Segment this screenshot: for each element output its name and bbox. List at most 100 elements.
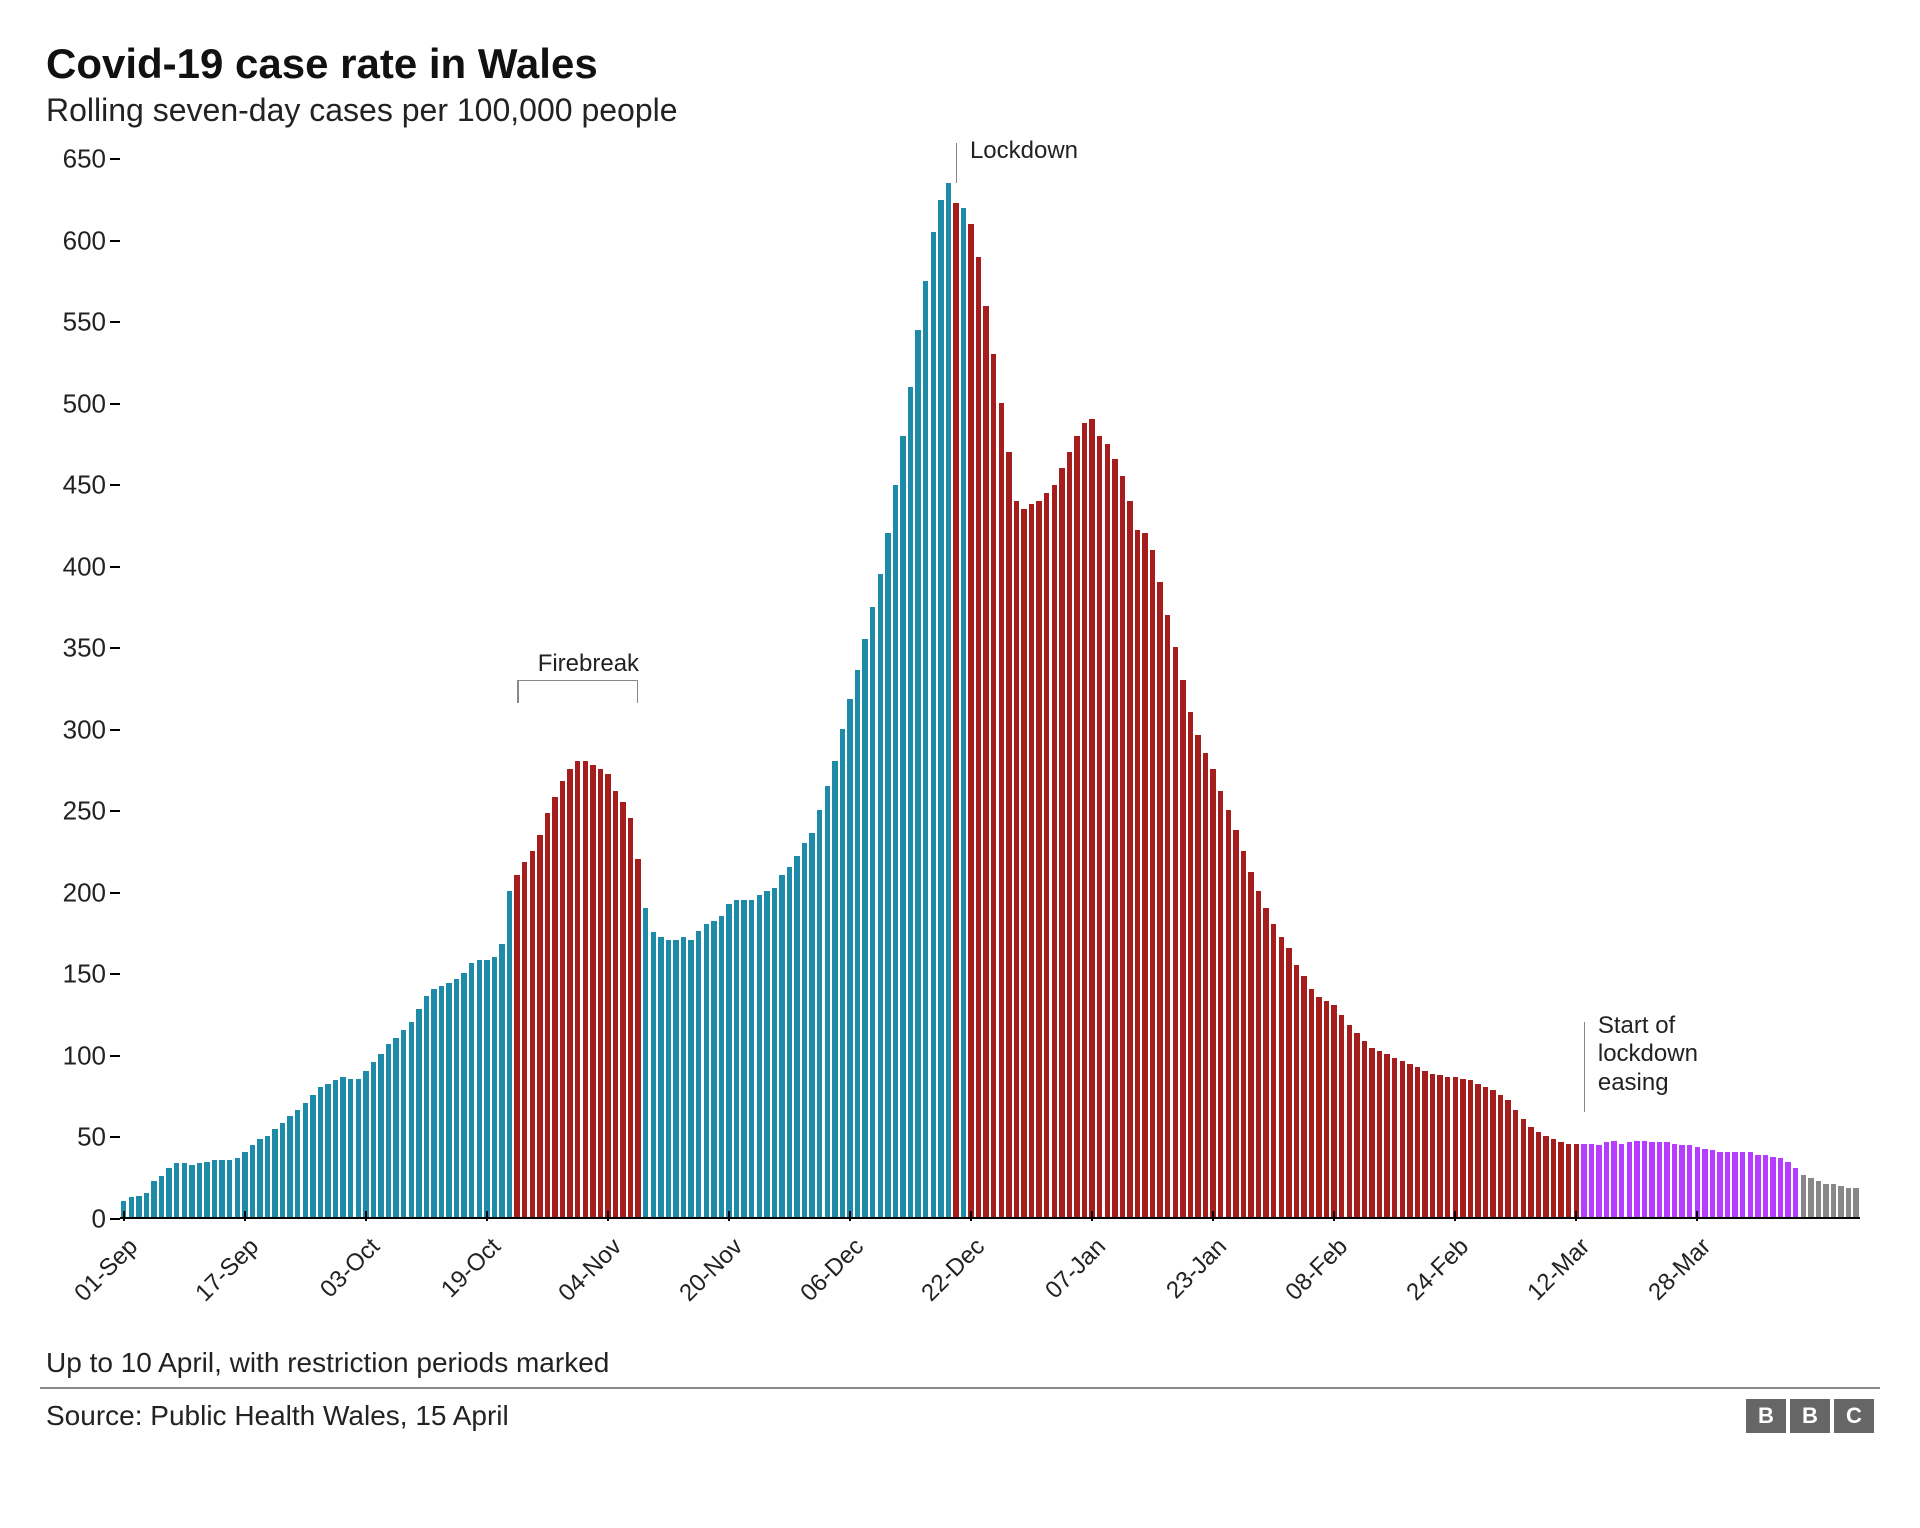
bar (651, 932, 656, 1217)
bar (1226, 810, 1231, 1217)
y-tick-mark (110, 321, 120, 323)
bar (1006, 452, 1011, 1217)
bar (1384, 1054, 1389, 1217)
bar (280, 1123, 285, 1217)
x-tick-mark (1696, 1211, 1698, 1221)
bar (1725, 1152, 1730, 1217)
y-tick-label: 400 (63, 551, 106, 582)
bar (688, 940, 693, 1217)
bar (242, 1152, 247, 1217)
y-tick-mark (110, 1136, 120, 1138)
bar (1808, 1178, 1813, 1217)
bar (416, 1009, 421, 1217)
bar (545, 813, 550, 1217)
lockdown-line (956, 143, 958, 183)
bar (673, 940, 678, 1217)
bar (530, 851, 535, 1217)
bar (635, 859, 640, 1217)
x-tick-label: 12-Mar (1523, 1233, 1597, 1307)
y-tick-label: 250 (63, 796, 106, 827)
bar (1294, 965, 1299, 1217)
bar (514, 875, 519, 1217)
bar (809, 833, 814, 1217)
bar (832, 761, 837, 1217)
bar (1521, 1119, 1526, 1217)
bar (129, 1197, 134, 1217)
bar (431, 989, 436, 1217)
bar (469, 963, 474, 1217)
bar (915, 330, 920, 1217)
bar (1301, 976, 1306, 1217)
bar (1657, 1142, 1662, 1217)
bar (1513, 1110, 1518, 1217)
bar (1611, 1141, 1616, 1218)
bar (711, 921, 716, 1217)
bar (1241, 851, 1246, 1217)
bar (1173, 647, 1178, 1217)
bar (1566, 1144, 1571, 1217)
y-tick-mark (110, 973, 120, 975)
bbc-logo: BBC (1746, 1399, 1874, 1433)
bar (628, 818, 633, 1217)
bar (1763, 1155, 1768, 1217)
bar (1430, 1074, 1435, 1217)
bar (1097, 436, 1102, 1217)
bar (1279, 937, 1284, 1217)
bar (999, 403, 1004, 1217)
bar (1400, 1061, 1405, 1217)
lockdown-easing-line (1584, 1022, 1586, 1112)
bar (1014, 501, 1019, 1217)
bar (492, 957, 497, 1217)
x-tick-mark (970, 1211, 972, 1221)
bar (825, 786, 830, 1217)
bar (900, 436, 905, 1217)
bar (1672, 1144, 1677, 1217)
bar (333, 1080, 338, 1217)
x-tick-label: 08-Feb (1280, 1233, 1354, 1307)
bar (1127, 501, 1132, 1217)
bar (1853, 1188, 1858, 1217)
bar (1793, 1168, 1798, 1217)
x-tick-mark (1212, 1211, 1214, 1221)
bar (182, 1163, 187, 1217)
bar (1445, 1077, 1450, 1217)
chart-container: Covid-19 case rate in Wales Rolling seve… (0, 0, 1920, 1528)
bar (484, 960, 489, 1217)
x-tick-mark (123, 1211, 125, 1221)
bar (151, 1181, 156, 1217)
bar (726, 904, 731, 1217)
bar (1135, 530, 1140, 1217)
bar (454, 979, 459, 1217)
bar (741, 900, 746, 1217)
bar (1218, 791, 1223, 1217)
bar (1203, 753, 1208, 1217)
bar (643, 908, 648, 1217)
bar (946, 183, 951, 1217)
bar (1059, 468, 1064, 1217)
bar (1536, 1132, 1541, 1217)
bbc-logo-letter: C (1834, 1399, 1874, 1433)
bar (446, 983, 451, 1217)
x-tick-label: 03-Oct (315, 1233, 386, 1304)
y-tick-label: 550 (63, 307, 106, 338)
bar (295, 1110, 300, 1217)
bar (583, 761, 588, 1217)
bar (1362, 1041, 1367, 1217)
bar (1732, 1152, 1737, 1217)
bar (1778, 1158, 1783, 1217)
lockdown-label: Lockdown (970, 137, 1078, 166)
bar (1074, 436, 1079, 1217)
y-tick-label: 450 (63, 470, 106, 501)
x-tick-label: 19-Oct (436, 1233, 507, 1304)
bar (499, 944, 504, 1217)
bar (1105, 444, 1110, 1217)
y-tick-mark (110, 1055, 120, 1057)
bbc-logo-letter: B (1746, 1399, 1786, 1433)
bar (968, 224, 973, 1217)
bar (257, 1139, 262, 1217)
bar (953, 203, 958, 1217)
y-tick-label: 150 (63, 959, 106, 990)
bbc-logo-letter: B (1790, 1399, 1830, 1433)
bar (1263, 908, 1268, 1217)
bar (855, 670, 860, 1217)
